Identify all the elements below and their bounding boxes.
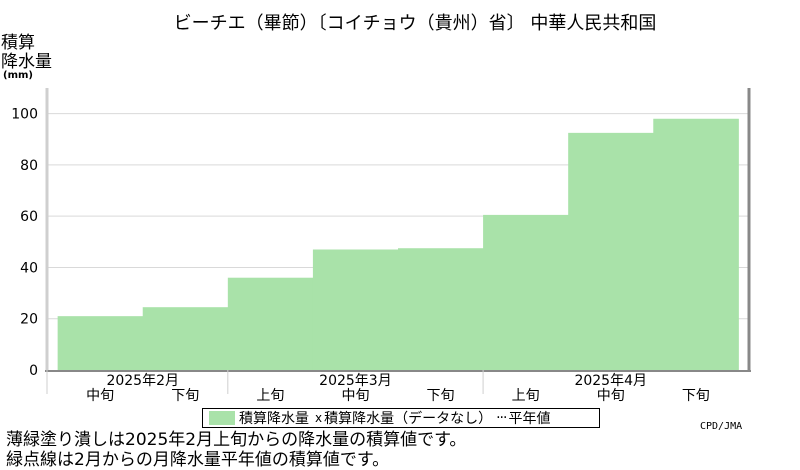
y-axis-label-line-1: 積算 [1,33,35,53]
month-label-3: 2025年4月 [574,373,647,389]
legend-missing-label: 積算降水量（データなし） [324,411,493,427]
accumulated-bar-7 [568,132,654,370]
dekad-label-4: 中旬 [341,388,369,404]
month-label-2: 2025年3月 [319,373,392,389]
y-tick-label-20: 20 [20,312,38,328]
legend-fill-swatch [209,411,235,425]
accumulated-bar-3 [227,277,314,370]
y-tick-label-0: 0 [29,363,38,379]
y-tick-label-80: 80 [20,158,38,174]
dekad-label-3: 上旬 [256,388,284,404]
month-label-1: 2025年2月 [106,373,179,389]
accumulated-bar-4 [312,249,399,370]
accumulated-bar-1 [57,316,144,370]
accumulated-bar-5 [398,248,484,370]
chart-title: ビーチエ（畢節）〔コイチョウ（貴州）省〕 中華人民共和国 [174,13,657,34]
dekad-label-5: 下旬 [427,388,455,404]
dekad-label-2: 下旬 [171,388,199,404]
legend-normal-line: ··· [496,410,507,426]
note-normal-explanation: 緑点線は2月からの月降水量平年値の積算値です。 [6,450,390,470]
plot-area: 0204060801002025年2月 2025年3月 2025年4月中旬 下旬 上旬中… [11,88,751,404]
legend: 積算降水量 x 積算降水量（データなし） ··· 平年値 [202,408,600,428]
y-axis-unit: (mm) [3,70,33,81]
credit-text: CPD/JMA [700,421,743,432]
y-tick-label-40: 40 [20,260,38,276]
legend-missing-marker: x [315,411,323,425]
dekad-label-6: 上旬 [512,388,540,404]
y-tick-label-60: 60 [20,209,38,225]
legend-fill-label: 積算降水量 [239,411,309,427]
legend-normal-label: 平年値 [508,411,551,427]
dekad-label-1: 中旬 [86,388,114,404]
y-tick-label-100: 100 [11,107,38,123]
y-axis-label-line-2: 降水量 [1,52,52,72]
note-fill-explanation: 薄緑塗り潰しは2025年2月上旬からの降水量の積算値です。 [6,430,467,450]
accumulated-bar-8 [653,118,739,370]
dekad-label-7: 中旬 [597,388,625,404]
accumulated-bar-2 [142,307,229,370]
accumulated-bar-6 [483,214,569,370]
dekad-label-8: 下旬 [682,388,710,404]
